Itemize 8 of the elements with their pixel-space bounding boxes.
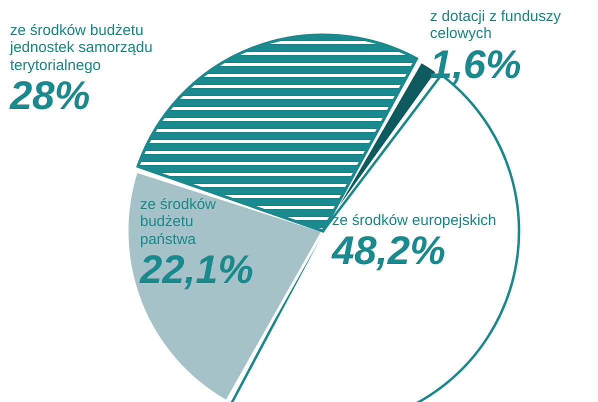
data-label: 28% bbox=[10, 74, 92, 118]
data-label: 1,6% bbox=[430, 42, 522, 86]
data-label: 22,1% bbox=[140, 248, 254, 292]
slice-label: ze środków budżetu jednostek samorządu terytorialnego bbox=[10, 22, 154, 74]
slice-label: ze środków europejskich bbox=[332, 212, 498, 230]
slice-label: ze środków budżetu państwa bbox=[140, 196, 217, 248]
slice-label: z dotacji z funduszy celowych bbox=[430, 8, 562, 42]
data-label: 48,2% bbox=[332, 229, 446, 274]
